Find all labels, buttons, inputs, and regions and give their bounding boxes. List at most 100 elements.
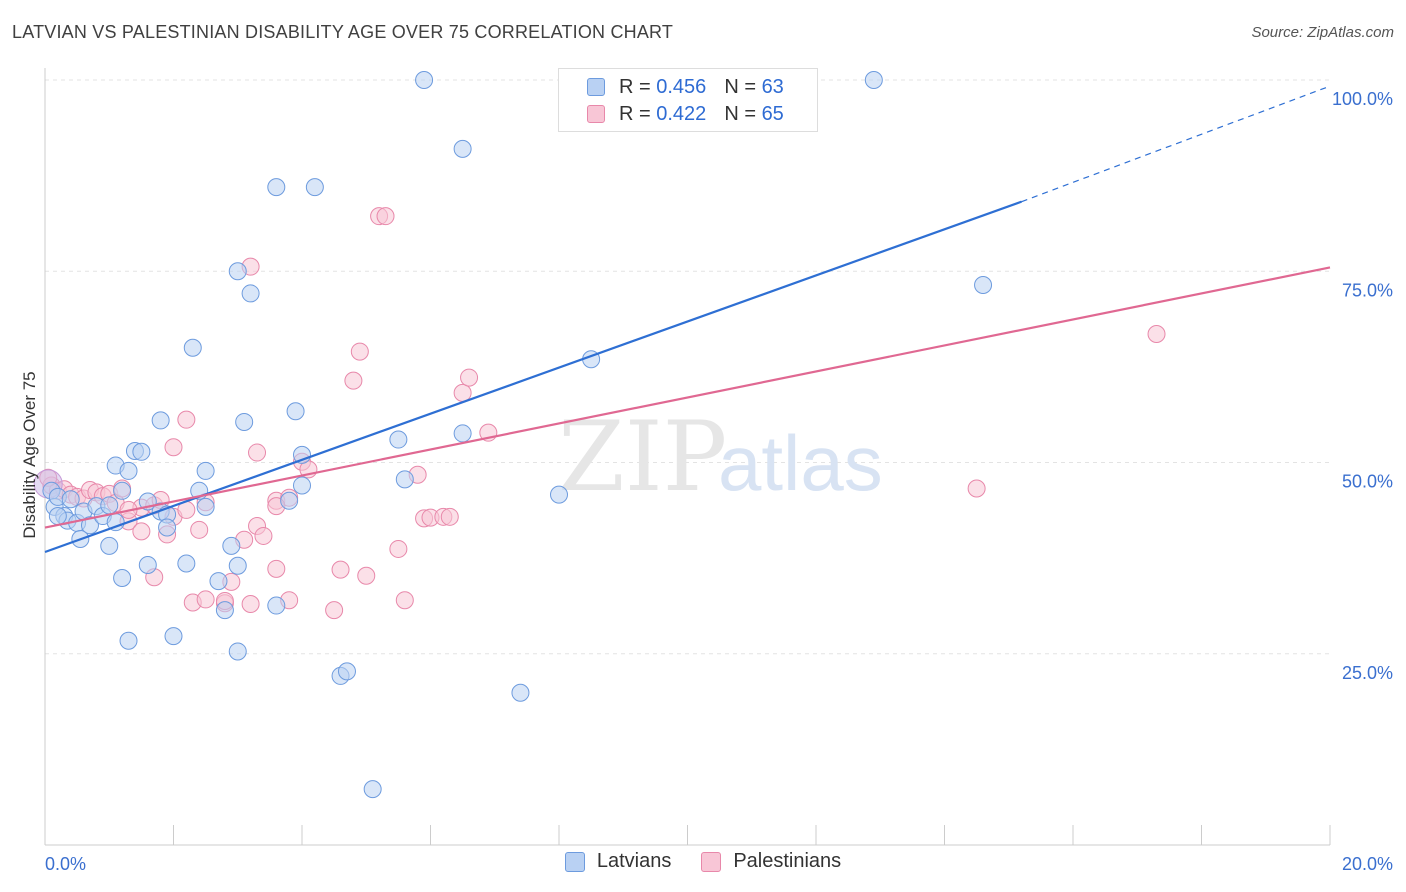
latvian-point: [453, 424, 472, 443]
legend-item-palestinians[interactable]: Palestinians: [701, 850, 841, 873]
latvian-point: [293, 476, 311, 495]
palestinian-point: [389, 539, 408, 558]
latvian-point: [864, 71, 883, 89]
palestinian-point: [357, 566, 376, 585]
axes: [44, 68, 1331, 846]
palestinian-point: [132, 522, 151, 541]
latvian-point: [151, 411, 170, 430]
latvian-point: [305, 178, 324, 197]
legend-label-latvians: Latvians: [596, 850, 672, 872]
latvian-point: [235, 412, 254, 431]
palestinian-point: [325, 601, 344, 620]
latvian-point: [100, 536, 119, 555]
legend-row-palestinians: R = 0.422 N = 65: [559, 101, 784, 127]
latvian-point: [209, 572, 228, 591]
palestinian-point: [344, 371, 363, 390]
latvian-point: [228, 642, 247, 661]
r-label: R =: [619, 102, 651, 125]
latvian-point: [395, 470, 414, 489]
r-label: R =: [619, 75, 651, 98]
palestinian-point: [196, 590, 215, 609]
palestinian-point: [460, 368, 479, 387]
latvian-point: [196, 461, 215, 480]
chart-title: LATVIAN VS PALESTINIAN DISABILITY AGE OV…: [12, 22, 674, 42]
latvian-point: [550, 485, 568, 504]
palestinian-point: [248, 443, 267, 462]
latvian-point: [241, 284, 260, 303]
n-label: N =: [724, 102, 756, 125]
latvian-point: [80, 516, 99, 535]
palestinian-swatch: [587, 105, 605, 123]
palestinian-point: [254, 526, 273, 545]
series-legend: Latvians Palestinians: [0, 850, 1406, 873]
y-tick-label: 75.0%: [1342, 280, 1393, 300]
latvian-point: [228, 262, 247, 281]
legend-row-latvians: R = 0.456 N = 63: [559, 74, 784, 100]
palestinian-trend-line: [44, 266, 1331, 529]
n-label: N =: [724, 75, 756, 98]
latvian-point: [389, 430, 408, 449]
palestinian-point: [1147, 324, 1166, 343]
latvian-point: [337, 662, 356, 681]
tick-labels: 25.0% 50.0% 75.0% 100.0% 0.0% 20.0%: [45, 89, 1393, 874]
latvian-point: [164, 627, 183, 646]
latvian-point: [48, 507, 67, 526]
watermark-atlas: atlas: [718, 419, 883, 507]
source-credit: Source: ZipAtlas.com: [1251, 24, 1394, 41]
palestinian-point: [440, 507, 459, 526]
latvian-trend-extension: [1021, 85, 1331, 203]
latvian-point: [183, 338, 202, 357]
latvian-point: [363, 780, 382, 799]
x-tick-label: 20.0%: [1342, 854, 1393, 874]
latvian-point: [119, 631, 138, 650]
latvian-point: [228, 556, 247, 575]
latvian-point: [267, 178, 286, 197]
y-tick-label: 100.0%: [1332, 89, 1393, 109]
latvian-point: [113, 481, 132, 500]
y-axis-label: Disability Age Over 75: [20, 371, 39, 539]
latvian-point: [196, 497, 215, 516]
palestinian-point: [453, 383, 472, 402]
y-tick-label: 25.0%: [1342, 663, 1393, 683]
latvian-point: [215, 601, 234, 620]
latvian-points: [42, 71, 993, 799]
latvian-point: [119, 461, 138, 480]
palestinian-point: [164, 438, 183, 457]
palestinian-points: [33, 71, 1166, 620]
palestinian-point: [241, 595, 260, 614]
trend-lines: [44, 85, 1331, 554]
latvian-legend-swatch: [564, 851, 585, 872]
latvian-point: [100, 496, 119, 515]
latvian-point: [132, 442, 151, 461]
latvian-point: [511, 683, 530, 702]
latvian-point: [61, 490, 80, 509]
n-value: 65: [761, 102, 784, 125]
latvian-point: [280, 491, 299, 510]
legend-item-latvians[interactable]: Latvians: [564, 850, 672, 873]
r-value: 0.456: [656, 75, 707, 98]
latvian-point: [113, 569, 132, 588]
palestinian-point: [967, 479, 986, 498]
latvian-point: [267, 596, 286, 615]
latvian-point: [138, 556, 157, 575]
palestinian-legend-swatch: [701, 851, 722, 872]
palestinian-point: [331, 560, 350, 579]
legend-label-palestinians: Palestinians: [733, 850, 842, 872]
x-tick-label: 0.0%: [45, 854, 86, 874]
y-tick-label: 50.0%: [1342, 472, 1393, 492]
stats-legend: R = 0.456 N = 63 R = 0.422 N = 65: [558, 68, 818, 132]
latvian-point: [453, 139, 472, 158]
palestinian-point: [267, 559, 286, 578]
palestinian-point: [376, 207, 395, 226]
latvian-point: [415, 71, 434, 89]
latvian-point: [222, 536, 241, 555]
latvian-point: [158, 518, 177, 537]
latvian-swatch: [587, 78, 605, 96]
palestinian-point: [350, 342, 369, 361]
latvian-point: [177, 554, 196, 573]
palestinian-point: [177, 410, 196, 429]
watermark-zip: ZIP: [558, 401, 727, 513]
r-value: 0.422: [656, 102, 707, 125]
n-value: 63: [761, 75, 784, 98]
